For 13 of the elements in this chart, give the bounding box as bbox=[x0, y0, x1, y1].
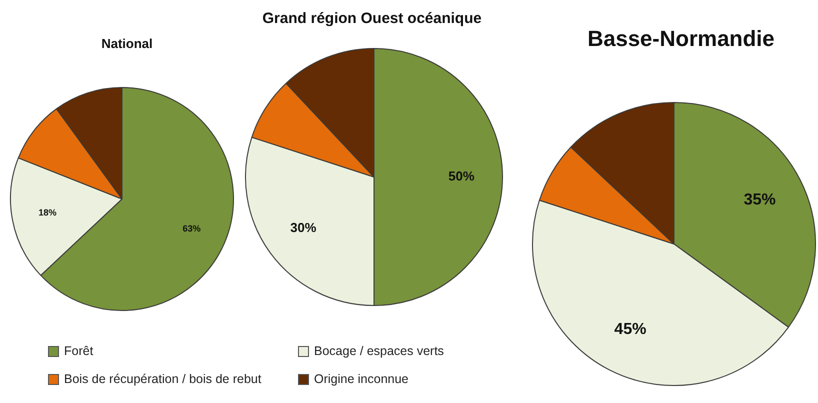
data-label: 18% bbox=[38, 208, 57, 218]
data-label: 63% bbox=[182, 224, 201, 234]
legend-label: Forêt bbox=[64, 344, 94, 358]
legend-label: Bocage / espaces verts bbox=[314, 344, 444, 358]
chart-title: Basse-Normandie bbox=[587, 26, 775, 52]
data-label: 50% bbox=[448, 168, 475, 184]
legend-label: Origine inconnue bbox=[314, 372, 409, 386]
chart-title: Grand région Ouest océanique bbox=[262, 10, 482, 27]
chart-title: National bbox=[101, 36, 153, 51]
legend-label: Bois de récupération / bois de rebut bbox=[64, 372, 262, 386]
data-label: 35% bbox=[744, 192, 776, 209]
data-label: 45% bbox=[614, 321, 646, 338]
data-label: 30% bbox=[290, 220, 317, 235]
